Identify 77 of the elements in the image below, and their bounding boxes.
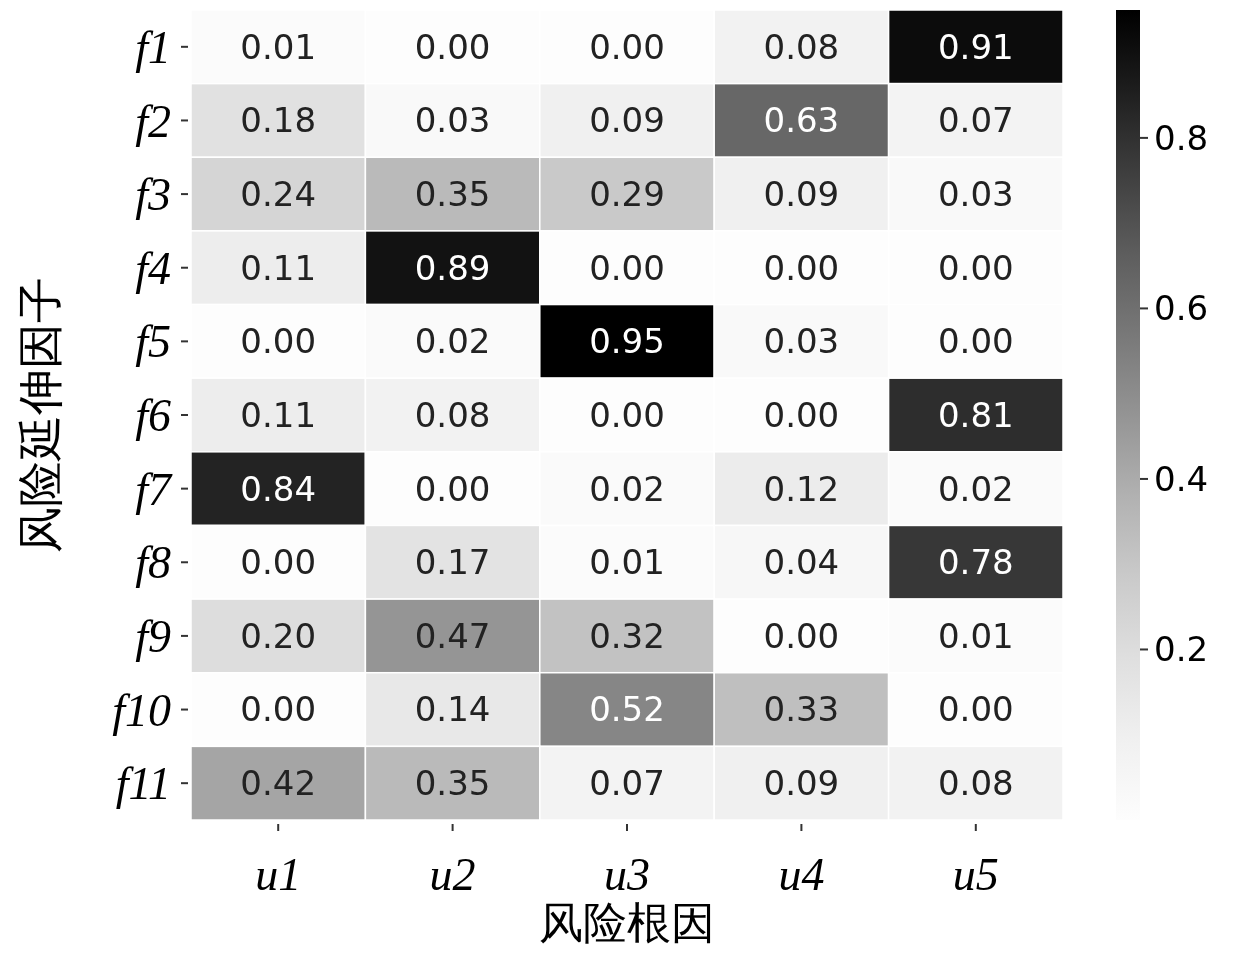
data-label: 0.02 [589,468,665,509]
y-tick-label: f2 [135,95,171,147]
y-axis-title: 风险延伸因子 [13,277,67,553]
y-tick-label: f6 [135,390,171,442]
data-label: 0.09 [763,173,840,214]
data-label: 0.00 [763,247,840,288]
data-label: 0.00 [240,689,317,730]
color-bar-label: 0.6 [1154,288,1209,329]
data-label: 0.08 [414,394,491,435]
data-label: 0.81 [937,394,1014,435]
data-label: 0.07 [589,763,665,804]
color-bar-label: 0.4 [1154,458,1209,499]
x-axis-title: 风险根因 [539,897,715,948]
data-label: 0.24 [240,173,317,214]
data-label: 0.78 [937,542,1014,583]
y-tick-label: f5 [135,316,171,368]
data-label: 0.35 [414,173,491,214]
data-label: 0.00 [937,321,1014,362]
data-label: 0.00 [763,394,840,435]
x-tick-label: u4 [778,849,825,900]
data-label: 0.84 [240,468,317,509]
data-label: 0.00 [240,542,317,583]
data-label: 0.63 [763,100,840,141]
data-label: 0.08 [937,763,1014,804]
data-label: 0.35 [414,763,491,804]
y-tick-label: f3 [135,169,171,221]
data-label: 0.11 [240,247,317,288]
y-tick-label: f1 [135,21,171,73]
data-label: 0.17 [414,542,491,583]
data-label: 0.01 [589,542,665,583]
x-tick-label: u5 [952,849,999,900]
data-label: 0.42 [240,763,317,804]
data-label: 0.09 [589,100,665,141]
data-label: 0.04 [763,542,840,583]
color-bar-label: 0.2 [1154,629,1209,670]
y-tick-label: f4 [135,242,171,294]
data-label: 0.32 [589,615,665,656]
data-label: 0.07 [937,100,1014,141]
data-label: 0.47 [414,615,491,656]
data-label: 0.01 [240,26,317,67]
data-label: 0.14 [414,689,491,730]
data-label: 0.08 [763,26,840,67]
data-label: 0.01 [937,615,1014,656]
data-label: 0.00 [763,615,840,656]
data-label: 0.02 [414,321,491,362]
data-label: 0.02 [937,468,1014,509]
data-label: 0.91 [937,26,1014,67]
color-bar-label: 0.8 [1154,117,1209,158]
y-tick-label: f9 [135,611,171,663]
x-tick-label: u1 [255,849,302,900]
data-label: 0.00 [937,247,1014,288]
data-label: 0.00 [414,468,491,509]
data-label: 0.09 [763,763,840,804]
data-label: 0.52 [589,689,665,730]
data-label: 0.11 [240,394,317,435]
data-label: 0.00 [589,394,665,435]
data-label: 0.00 [240,321,317,362]
data-label: 0.89 [414,247,491,288]
data-label: 0.00 [589,26,665,67]
data-label: 0.03 [763,321,840,362]
x-tick-label: u2 [429,849,476,900]
y-tick-label: f8 [135,537,171,589]
data-label: 0.12 [763,468,840,509]
data-label: 0.95 [589,321,665,362]
y-tick-label: f7 [135,463,173,515]
data-label: 0.03 [414,100,491,141]
data-label: 0.00 [937,689,1014,730]
data-label: 0.20 [240,615,317,656]
y-tick-label: f11 [115,758,171,810]
data-label: 0.29 [589,173,665,214]
data-label: 0.00 [589,247,665,288]
data-label: 0.18 [240,100,317,141]
y-tick-label: f10 [112,684,171,736]
data-label: 0.00 [414,26,491,67]
data-label: 0.33 [763,689,840,730]
data-label: 0.03 [937,173,1014,214]
x-tick-label: u3 [604,849,650,900]
